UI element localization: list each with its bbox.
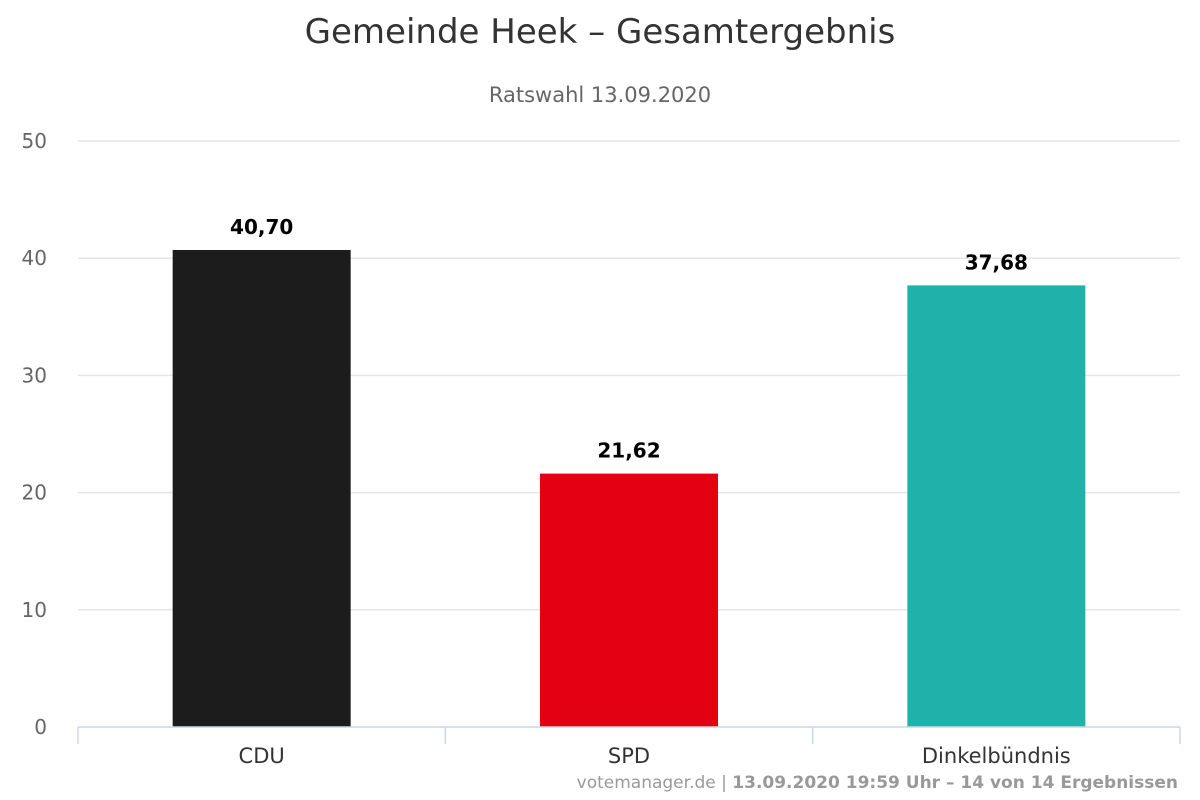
footer: votemanager.de | 13.09.2020 19:59 Uhr – … <box>577 773 1178 793</box>
bar-dinkelbündnis <box>907 285 1086 727</box>
y-tick-label: 50 <box>22 129 47 153</box>
bar-cdu <box>172 249 351 727</box>
y-axis: 0 10 20 30 40 50 <box>22 129 47 739</box>
bar-spd <box>540 473 718 727</box>
chart-subtitle: Ratswahl 13.09.2020 <box>488 83 712 107</box>
chart-title: Gemeinde Heek – Gesamtergebnis <box>304 12 896 52</box>
y-tick-label: 0 <box>34 715 47 739</box>
footer-separator: | <box>715 773 733 793</box>
value-label: 37,68 <box>965 250 1028 274</box>
value-label: 21,62 <box>597 439 660 463</box>
bars: 40,70 21,62 37,68 <box>172 215 1086 727</box>
y-tick-label: 30 <box>22 363 47 387</box>
value-label: 40,70 <box>230 215 293 239</box>
y-tick-label: 40 <box>22 246 47 270</box>
footer-source[interactable]: votemanager.de <box>576 773 716 793</box>
x-tick-label: SPD <box>608 744 650 768</box>
x-tick-label: CDU <box>239 744 285 768</box>
footer-status: 13.09.2020 19:59 Uhr – 14 von 14 Ergebni… <box>732 773 1178 793</box>
x-tick-label: Dinkelbündnis <box>922 744 1071 768</box>
x-axis: CDU SPD Dinkelbündnis <box>77 726 1181 768</box>
y-tick-label: 10 <box>22 598 47 622</box>
y-tick-label: 20 <box>22 481 47 505</box>
